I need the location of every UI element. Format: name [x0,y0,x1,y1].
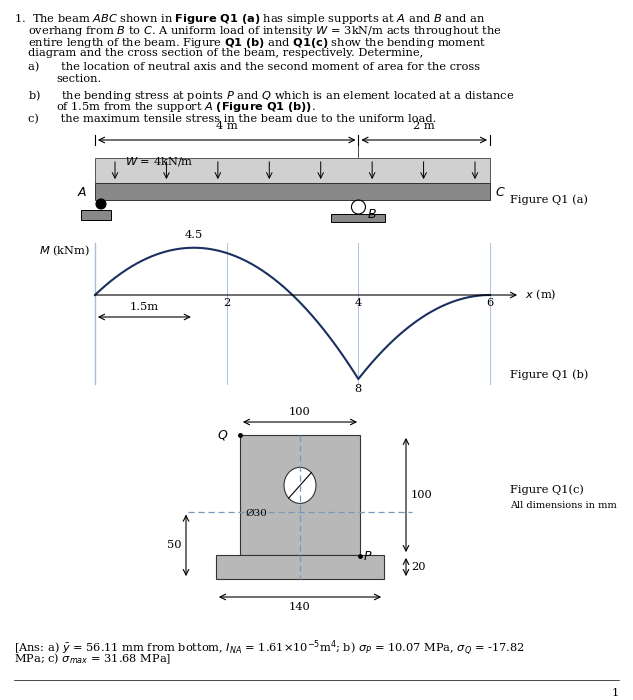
Text: b)      the bending stress at points $\it{P}$ and $\it{Q}$ which is an element l: b) the bending stress at points $\it{P}$… [28,88,514,103]
Text: 8: 8 [354,384,362,394]
Text: overhang from $\it{B}$ to $\it{C}$. A uniform load of intensity $\it{W}$ = 3kN/m: overhang from $\it{B}$ to $\it{C}$. A un… [28,24,502,38]
Text: [Ans: a) $\bar{y}$ = 56.11 mm from bottom, $I_{NA}$ = 1.61$\times$10$^{-5}$m$^4$: [Ans: a) $\bar{y}$ = 56.11 mm from botto… [14,638,524,658]
Text: 4.5: 4.5 [185,230,203,239]
Text: All dimensions in mm: All dimensions in mm [510,501,617,510]
Text: 20: 20 [411,562,425,572]
Text: $P$: $P$ [363,550,372,563]
Bar [95,158,490,183]
Text: $W$ = 4kN/m: $W$ = 4kN/m [125,155,194,168]
Text: 100: 100 [411,490,433,500]
Text: Figure Q1(c): Figure Q1(c) [510,484,584,496]
Bar [240,435,360,555]
Text: 2 m: 2 m [413,121,435,131]
Text: 100: 100 [289,407,311,417]
Text: $M$ (kNm): $M$ (kNm) [39,243,90,258]
Text: 1.  The beam $\it{ABC}$ shown in $\mathbf{Figure\ Q1\ (a)}$ has simple supports : 1. The beam $\it{ABC}$ shown in $\mathbf… [14,12,486,26]
Bar [81,210,111,220]
Text: 2: 2 [223,298,230,308]
Text: entire length of the beam. Figure $\mathbf{Q1\ (b)}$ and $\mathbf{Q1(c)}$ show t: entire length of the beam. Figure $\math… [28,36,486,50]
Text: $x$ (m): $x$ (m) [525,288,556,302]
Text: Figure Q1 (a): Figure Q1 (a) [510,195,588,205]
Text: c)      the maximum tensile stress in the beam due to the uniform load.: c) the maximum tensile stress in the bea… [28,114,436,125]
Text: section.: section. [56,74,101,84]
Text: Figure Q1 (b): Figure Q1 (b) [510,370,589,380]
Text: $A$: $A$ [77,186,87,199]
Text: $Q$: $Q$ [216,428,228,442]
Text: 1: 1 [611,688,619,698]
Text: MPa; c) $\sigma_{max}$ = 31.68 MPa]: MPa; c) $\sigma_{max}$ = 31.68 MPa] [14,651,171,666]
Text: Ø30: Ø30 [245,508,267,517]
Ellipse shape [284,468,316,503]
Text: diagram and the cross section of the beam, respectively. Determine,: diagram and the cross section of the bea… [28,48,423,58]
Text: $B$: $B$ [368,207,377,220]
Text: a)      the location of neutral axis and the second moment of area for the cross: a) the location of neutral axis and the … [28,62,480,72]
Text: 140: 140 [289,602,311,612]
Text: 4: 4 [354,298,362,308]
Bar [216,555,384,579]
Text: 50: 50 [166,540,181,550]
Text: of 1.5m from the support $\it{A}$ $\mathbf{(Figure\ Q1\ (b))}$.: of 1.5m from the support $\it{A}$ $\math… [56,100,316,114]
Bar [332,214,385,222]
Bar [95,183,490,200]
Text: 1.5m: 1.5m [130,302,159,312]
Circle shape [96,199,106,209]
Text: $C$: $C$ [495,186,506,199]
Text: 6: 6 [486,298,494,308]
Text: 4 m: 4 m [216,121,237,131]
